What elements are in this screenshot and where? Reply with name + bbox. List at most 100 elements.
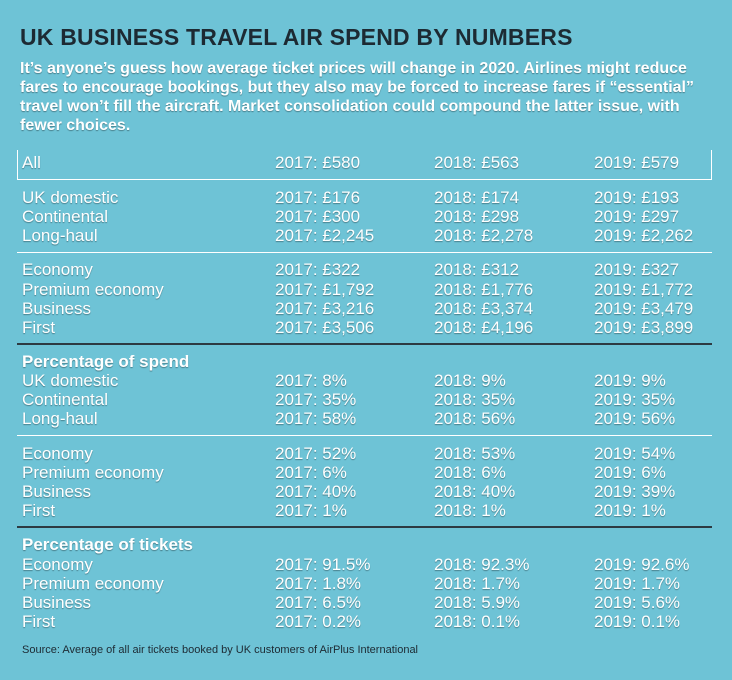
table-row: Premium economy 2017: 6% 2018: 6% 2019: … <box>0 463 732 482</box>
table-row: Premium economy 2017: £1,792 2018: £1,77… <box>0 280 732 299</box>
divider <box>17 526 712 528</box>
spend-heading: Percentage of spend <box>22 352 190 371</box>
value-2018: 2018: 1% <box>434 501 506 520</box>
table-row: Premium economy 2017: 1.8% 2018: 1.7% 20… <box>0 574 732 593</box>
value-2018: 2018: £312 <box>434 260 520 279</box>
row-label: Premium economy <box>22 574 164 593</box>
table-row: Long-haul 2017: 58% 2018: 56% 2019: 56% <box>0 409 732 428</box>
value-2019: 2019: 54% <box>594 444 676 463</box>
table-row: First 2017: 1% 2018: 1% 2019: 1% <box>0 501 732 520</box>
value-2019: 2019: £2,262 <box>594 226 694 245</box>
table-row: All 2017: £580 2018: £563 2019: £579 <box>0 153 732 172</box>
table-row: Economy 2017: 91.5% 2018: 92.3% 2019: 92… <box>0 555 732 574</box>
row-label: First <box>22 501 56 520</box>
value-2018: 2018: 92.3% <box>434 555 530 574</box>
value-2019: 2019: £579 <box>594 153 680 172</box>
value-2017: 2017: 6% <box>275 463 347 482</box>
intro-paragraph: It’s anyone’s guess how average ticket p… <box>20 60 694 134</box>
value-2019: 2019: 0.1% <box>594 612 681 631</box>
value-2017: 2017: 91.5% <box>275 555 371 574</box>
value-2018: 2018: 5.9% <box>434 593 521 612</box>
value-2019: 2019: 6% <box>594 463 666 482</box>
value-2018: 2018: 40% <box>434 482 516 501</box>
table-row: Business 2017: £3,216 2018: £3,374 2019:… <box>0 299 732 318</box>
value-2018: 2018: £174 <box>434 188 520 207</box>
value-2019: 2019: £3,479 <box>594 299 694 318</box>
table-row: Continental 2017: £300 2018: £298 2019: … <box>0 207 732 226</box>
value-2018: 2018: £563 <box>434 153 520 172</box>
value-2018: 2018: £2,278 <box>434 226 534 245</box>
table-left-border <box>17 150 18 180</box>
value-2017: 2017: 52% <box>275 444 357 463</box>
row-label: Economy <box>22 555 93 574</box>
table-row: Economy 2017: £322 2018: £312 2019: £327 <box>0 260 732 279</box>
value-2017: 2017: 35% <box>275 390 357 409</box>
divider <box>17 435 712 436</box>
value-2018: 2018: 53% <box>434 444 516 463</box>
value-2019: 2019: 39% <box>594 482 676 501</box>
value-2018: 2018: £298 <box>434 207 520 226</box>
tickets-heading: Percentage of tickets <box>22 535 194 554</box>
table-row: Business 2017: 6.5% 2018: 5.9% 2019: 5.6… <box>0 593 732 612</box>
value-2019: 2019: 56% <box>594 409 676 428</box>
value-2019: 2019: 9% <box>594 371 666 390</box>
value-2018: 2018: 6% <box>434 463 506 482</box>
value-2017: 2017: £300 <box>275 207 361 226</box>
value-2018: 2018: 56% <box>434 409 516 428</box>
value-2017: 2017: £2,245 <box>275 226 375 245</box>
row-label: Long-haul <box>22 226 98 245</box>
divider <box>17 252 712 253</box>
value-2018: 2018: 9% <box>434 371 506 390</box>
value-2017: 2017: 8% <box>275 371 347 390</box>
table-row: UK domestic 2017: 8% 2018: 9% 2019: 9% <box>0 371 732 390</box>
table-row: Economy 2017: 52% 2018: 53% 2019: 54% <box>0 444 732 463</box>
value-2018: 2018: £1,776 <box>434 280 534 299</box>
table-row: Long-haul 2017: £2,245 2018: £2,278 2019… <box>0 226 732 245</box>
value-2018: 2018: £4,196 <box>434 318 534 337</box>
value-2017: 2017: £3,216 <box>275 299 375 318</box>
row-label: Business <box>22 299 91 318</box>
value-2018: 2018: 0.1% <box>434 612 521 631</box>
row-label: UK domestic <box>22 371 119 390</box>
value-2017: 2017: £3,506 <box>275 318 375 337</box>
value-2017: 2017: 58% <box>275 409 357 428</box>
row-label: All <box>22 153 41 172</box>
table-row: First 2017: £3,506 2018: £4,196 2019: £3… <box>0 318 732 337</box>
table-row: First 2017: 0.2% 2018: 0.1% 2019: 0.1% <box>0 612 732 631</box>
value-2017: 2017: £176 <box>275 188 361 207</box>
row-label: Continental <box>22 390 109 409</box>
row-label: Business <box>22 482 91 501</box>
value-2017: 2017: 1% <box>275 501 347 520</box>
table-row: UK domestic 2017: £176 2018: £174 2019: … <box>0 188 732 207</box>
source-note: Source: Average of all air tickets booke… <box>22 644 418 656</box>
table-right-border <box>711 150 712 180</box>
value-2017: 2017: £580 <box>275 153 361 172</box>
value-2019: 2019: £3,899 <box>594 318 694 337</box>
row-label: Economy <box>22 444 93 463</box>
value-2018: 2018: 1.7% <box>434 574 521 593</box>
value-2017: 2017: 6.5% <box>275 593 362 612</box>
row-label: Business <box>22 593 91 612</box>
divider <box>17 179 712 180</box>
table-row: Continental 2017: 35% 2018: 35% 2019: 35… <box>0 390 732 409</box>
row-label: Economy <box>22 260 93 279</box>
row-label: First <box>22 612 56 631</box>
value-2018: 2018: 35% <box>434 390 516 409</box>
value-2019: 2019: £193 <box>594 188 680 207</box>
value-2017: 2017: 40% <box>275 482 357 501</box>
row-label: First <box>22 318 56 337</box>
value-2019: 2019: 1.7% <box>594 574 681 593</box>
row-label: UK domestic <box>22 188 119 207</box>
row-label: Premium economy <box>22 280 164 299</box>
value-2019: 2019: £327 <box>594 260 680 279</box>
value-2019: 2019: 35% <box>594 390 676 409</box>
value-2017: 2017: 1.8% <box>275 574 362 593</box>
page-title: UK BUSINESS TRAVEL AIR SPEND BY NUMBERS <box>20 24 573 50</box>
value-2019: 2019: £297 <box>594 207 680 226</box>
value-2019: 2019: 5.6% <box>594 593 681 612</box>
divider <box>17 343 712 345</box>
value-2017: 2017: 0.2% <box>275 612 362 631</box>
value-2019: 2019: 1% <box>594 501 666 520</box>
value-2018: 2018: £3,374 <box>434 299 534 318</box>
row-label: Continental <box>22 207 109 226</box>
